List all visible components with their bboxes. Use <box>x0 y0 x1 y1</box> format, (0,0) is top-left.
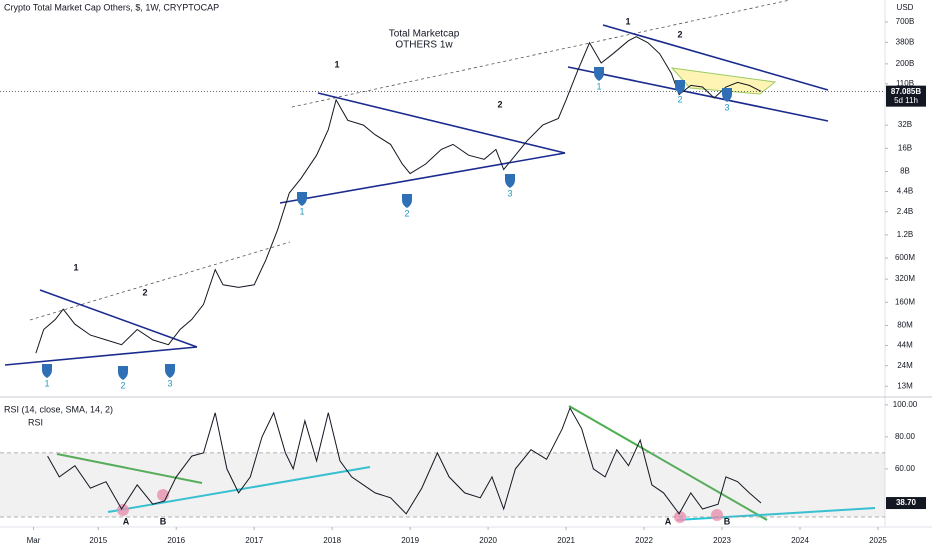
x-tick-label: 2015 <box>89 536 107 545</box>
countdown: 5d 11h <box>894 96 918 105</box>
y-tick-label: 13M <box>897 381 913 390</box>
shield-icon <box>402 194 412 208</box>
wave-label: 1 <box>299 206 304 216</box>
trend-line <box>4 346 198 366</box>
x-tick-label: 2018 <box>323 536 341 545</box>
wave-label: 3 <box>167 378 172 388</box>
price-line <box>47 406 762 515</box>
x-tick-label: 2023 <box>713 536 731 545</box>
x-tick-label: 2020 <box>479 536 497 545</box>
trend-line <box>567 66 829 122</box>
x-tick-label: 2021 <box>557 536 575 545</box>
x-tick-label: 2022 <box>635 536 653 545</box>
x-tick-label: 2024 <box>791 536 809 545</box>
currency: USD <box>897 3 914 12</box>
y-tick-label: 200B <box>896 59 915 68</box>
rsi-trend-line <box>568 405 768 521</box>
y-tick-label: 1.2B <box>897 230 913 239</box>
y-tick-label: 60.00 <box>895 464 916 473</box>
rsi-point-label: A <box>665 516 672 526</box>
y-tick-label: 320M <box>895 274 915 283</box>
wave-label: 1 <box>44 378 49 388</box>
x-tick-label: 2019 <box>401 536 419 545</box>
marker-circle <box>711 509 723 521</box>
y-tick-label: 8B <box>900 167 910 176</box>
shield-icon <box>165 364 175 378</box>
rsi-label: RSI <box>28 417 43 427</box>
x-tick-label: Mar <box>27 536 41 545</box>
y-tick-label: 110B <box>896 79 914 88</box>
wave-label: 1 <box>73 262 78 272</box>
wave-label: 2 <box>120 380 125 390</box>
rsi-point-label: B <box>160 516 167 526</box>
wave-label: 3 <box>724 102 729 112</box>
y-tick-label: 160M <box>895 297 915 306</box>
shield-icon <box>505 174 515 188</box>
y-tick-label: 16B <box>898 143 912 152</box>
last-value-box <box>886 497 926 510</box>
trend-line <box>602 24 829 91</box>
y-tick-label: 80.00 <box>895 432 916 441</box>
shield-icon <box>42 364 52 378</box>
x-tick-label: 2025 <box>869 536 887 545</box>
rsi-point-label: A <box>123 516 130 526</box>
y-tick-label: 44M <box>897 341 913 350</box>
shield-icon <box>118 366 128 380</box>
rsi-trend-line <box>676 507 876 521</box>
y-tick-label: 80M <box>897 321 913 330</box>
last-price-label: 87.085B <box>891 87 921 96</box>
y-tick-label: 32B <box>898 120 912 129</box>
rsi-trend-line <box>107 466 371 513</box>
wave-label: 2 <box>142 287 147 297</box>
rsi-trend-line <box>56 453 203 484</box>
price-line <box>35 36 762 354</box>
annotation-subtitle: OTHERS 1w <box>395 40 453 51</box>
annotation-title: Total Marketcap <box>389 29 460 40</box>
wave-label: 2 <box>497 99 502 109</box>
trend-line <box>39 289 198 348</box>
symbol-title: Crypto Total Market Cap Others, $, 1W, C… <box>4 2 219 12</box>
y-tick-label: 24M <box>897 361 913 370</box>
shield-icon <box>594 67 604 81</box>
drawings <box>4 0 876 523</box>
wave-label: 2 <box>404 208 409 218</box>
y-tick-label: 600M <box>895 253 915 262</box>
x-tick-label: 2017 <box>245 536 263 545</box>
wave-label: 3 <box>507 188 512 198</box>
wave-label: 2 <box>677 94 682 104</box>
wave-label: 1 <box>625 16 630 26</box>
shield-icon <box>297 192 307 206</box>
wave-label: 1 <box>334 59 339 69</box>
y-tick-label: 380B <box>896 37 915 46</box>
wave-label: 1 <box>596 81 601 91</box>
y-tick-label: 100.00 <box>893 400 918 409</box>
trend-line <box>279 152 566 204</box>
dashed-line <box>291 0 791 108</box>
trend-line <box>317 92 566 154</box>
y-tick-label: 700B <box>896 17 915 26</box>
last-value-label: 38.70 <box>896 498 917 507</box>
x-tick-label: 2016 <box>167 536 185 545</box>
shield-icon <box>675 80 685 94</box>
y-tick-label: 2.4B <box>897 207 913 216</box>
wave-label: 2 <box>677 29 682 39</box>
rsi-title: RSI (14, close, SMA, 14, 2) <box>4 404 113 414</box>
last-price-box <box>886 85 926 107</box>
shield-icon <box>722 88 732 102</box>
y-tick-label: 4.4B <box>897 187 913 196</box>
rsi-point-label: B <box>724 516 731 526</box>
